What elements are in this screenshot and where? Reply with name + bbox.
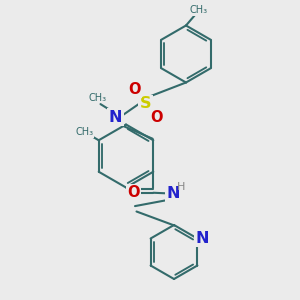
Text: O: O xyxy=(151,110,163,125)
Text: S: S xyxy=(140,96,151,111)
Text: CH₃: CH₃ xyxy=(75,127,94,137)
Text: O: O xyxy=(128,185,140,200)
Text: O: O xyxy=(128,82,140,97)
Text: H: H xyxy=(177,182,185,192)
Text: N: N xyxy=(109,110,122,124)
Text: N: N xyxy=(195,231,208,246)
Text: N: N xyxy=(166,186,179,201)
Text: CH₃: CH₃ xyxy=(190,5,208,15)
Text: CH₃: CH₃ xyxy=(88,92,106,103)
